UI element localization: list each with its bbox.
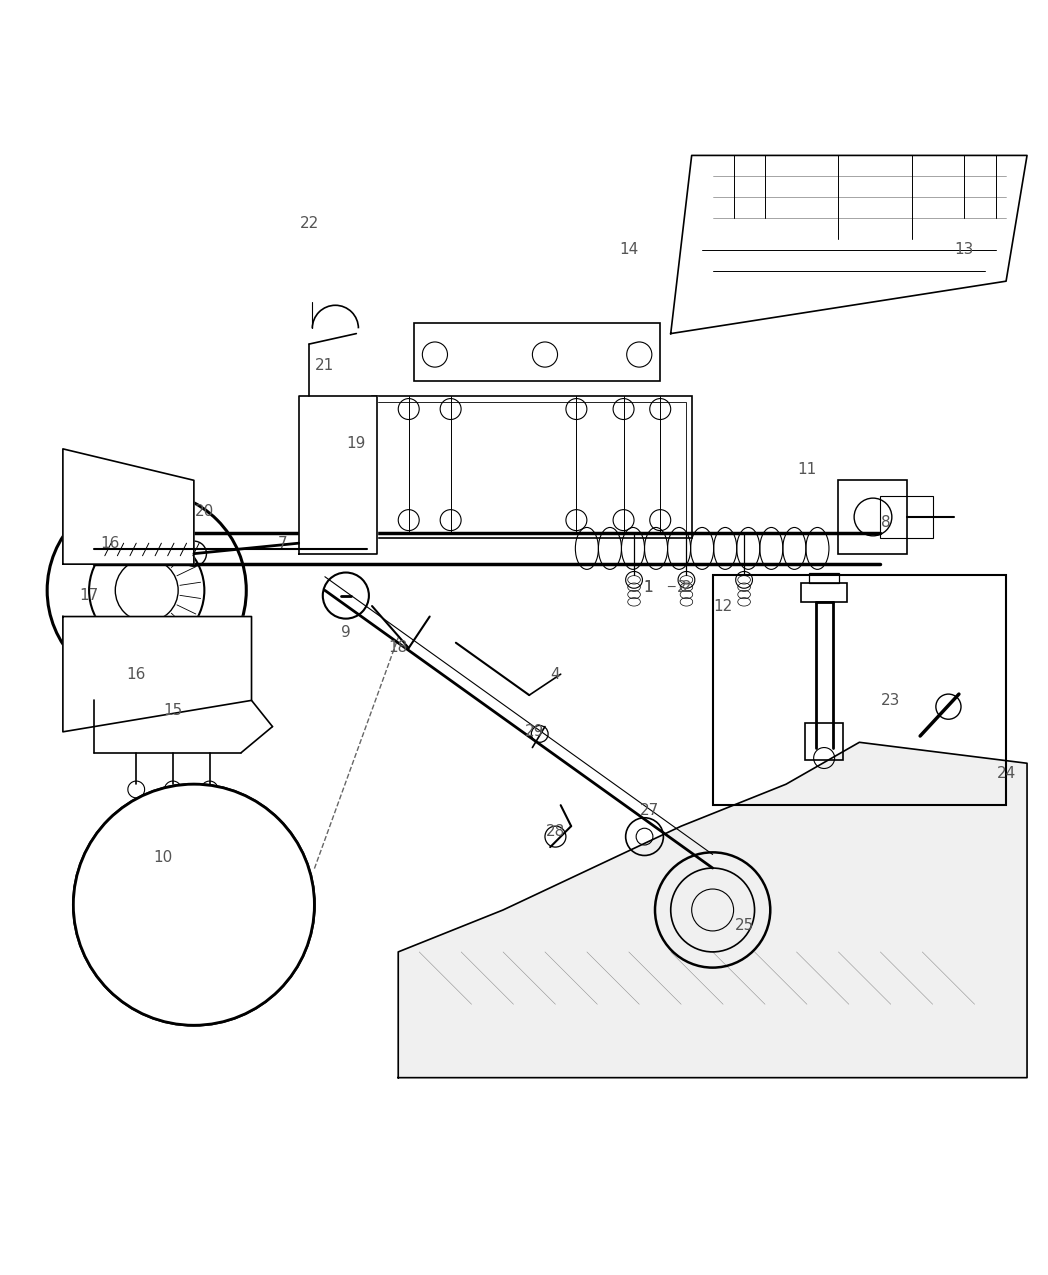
- Bar: [801, 584, 847, 602]
- Bar: [880, 496, 933, 538]
- Bar: [414, 323, 660, 381]
- Text: 19: 19: [347, 436, 366, 451]
- Text: 18: 18: [389, 640, 408, 655]
- Text: 11: 11: [798, 463, 816, 477]
- Polygon shape: [398, 742, 1027, 1077]
- Polygon shape: [63, 617, 252, 732]
- Bar: [377, 402, 686, 533]
- Text: 16: 16: [127, 667, 146, 682]
- Text: 20: 20: [195, 504, 214, 519]
- Bar: [805, 723, 843, 760]
- Text: 29: 29: [525, 724, 544, 740]
- Text: 1: 1: [642, 580, 653, 594]
- Text: 24: 24: [997, 766, 1016, 782]
- Text: 16: 16: [101, 536, 119, 551]
- Polygon shape: [671, 156, 1027, 334]
- Text: 7: 7: [278, 536, 288, 551]
- Text: ─: ─: [667, 580, 675, 594]
- Bar: [713, 575, 1006, 806]
- Text: 12: 12: [714, 598, 733, 613]
- Text: 1: 1: [642, 580, 653, 594]
- Bar: [809, 572, 838, 584]
- Text: 13: 13: [955, 242, 974, 258]
- Polygon shape: [63, 449, 194, 564]
- Text: 10: 10: [153, 850, 172, 864]
- Text: 8: 8: [880, 515, 891, 529]
- Text: 22: 22: [300, 215, 319, 231]
- Circle shape: [73, 784, 314, 1025]
- Text: 25: 25: [735, 918, 754, 933]
- Text: 2: 2: [676, 580, 686, 594]
- Bar: [838, 481, 907, 553]
- Text: 2: 2: [681, 580, 692, 594]
- Text: 21: 21: [315, 357, 334, 372]
- Polygon shape: [299, 397, 377, 553]
- Text: 14: 14: [619, 242, 638, 258]
- Text: 4: 4: [550, 667, 561, 682]
- Text: 28: 28: [546, 824, 565, 839]
- Text: 9: 9: [341, 625, 351, 640]
- Text: 23: 23: [881, 692, 900, 708]
- Text: 15: 15: [163, 704, 182, 718]
- Text: 17: 17: [80, 588, 99, 603]
- Bar: [372, 397, 692, 538]
- Text: 27: 27: [640, 803, 659, 819]
